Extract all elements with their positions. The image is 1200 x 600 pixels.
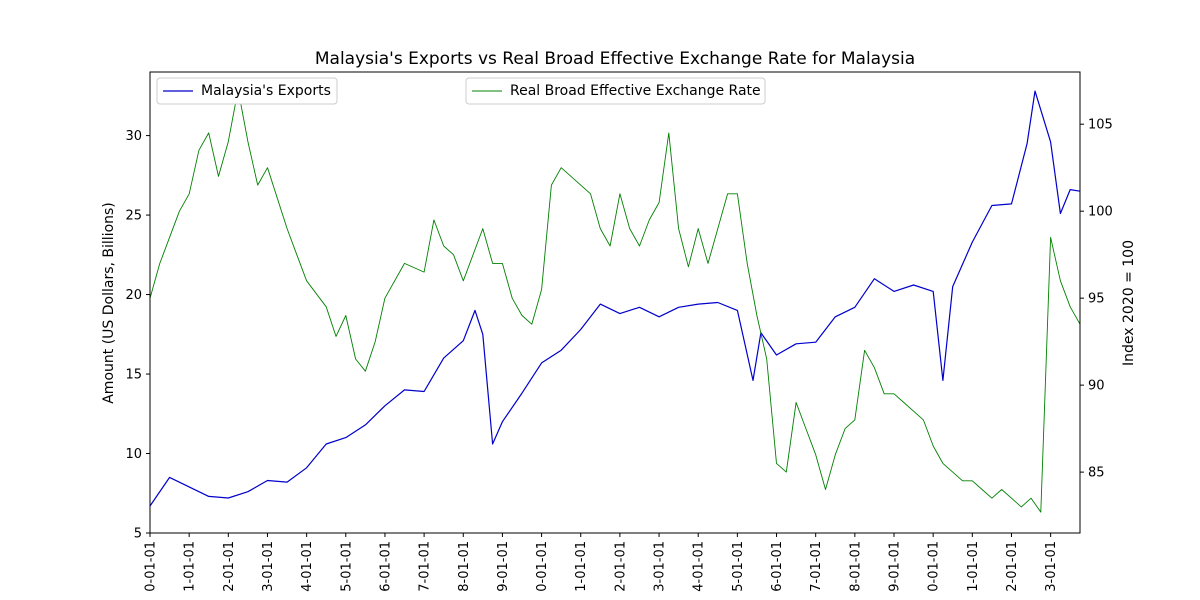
marks-layer	[149, 88, 1081, 513]
x-tick-label: 2-01-01	[222, 541, 237, 592]
chart-title: Malaysia's Exports vs Real Broad Effecti…	[315, 49, 915, 69]
x-tick-label: 0-01-01	[535, 541, 550, 592]
y2-tick-label: 85	[1088, 466, 1105, 481]
legend-right-label: Real Broad Effective Exchange Rate	[510, 83, 761, 99]
legend-left: Malaysia's Exports	[156, 77, 338, 105]
y2-tick-label: 90	[1088, 379, 1105, 394]
legend-right-box	[465, 77, 766, 105]
x-tick-label: 4-01-01	[300, 541, 315, 592]
x-tick-label: 7-01-01	[418, 541, 433, 592]
y-tick-label: 5	[134, 527, 142, 542]
y2-tick-label: 105	[1088, 118, 1113, 133]
x-tick-label: 9-01-01	[888, 541, 903, 592]
x-tick-label: 6-01-01	[770, 541, 785, 592]
x-tick-label: 3-01-01	[261, 541, 276, 592]
plot-frame	[149, 71, 1081, 534]
x-tick-label: 0-01-01	[144, 541, 159, 592]
x-tick-label: 7-01-01	[809, 541, 824, 592]
y-tick-label: 15	[125, 368, 142, 383]
x-tick-label: 6-01-01	[378, 541, 393, 592]
x-tick-label: 9-01-01	[496, 541, 511, 592]
legend-right: Real Broad Effective Exchange Rate	[465, 77, 766, 105]
x-tick-label: 5-01-01	[731, 541, 746, 592]
x-tick-label: 5-01-01	[339, 541, 354, 592]
x-tick-label: 8-01-01	[457, 541, 472, 592]
x-tick-label: 2-01-01	[613, 541, 628, 592]
y2-tick-label: 100	[1088, 205, 1113, 220]
x-tick-label: 8-01-01	[848, 541, 863, 592]
x-tick-label: 1-01-01	[183, 541, 198, 592]
y-axis-title: Amount (US Dollars, Billions)	[101, 202, 117, 404]
x-tick-label: 3-01-01	[653, 541, 668, 592]
legend-left-box	[156, 77, 338, 105]
legend-left-label: Malaysia's Exports	[201, 83, 331, 99]
x-tick-label: 3-01-01	[1044, 541, 1059, 592]
y2-axis-title: Index 2020 = 100	[1121, 240, 1137, 366]
y2-tick-label: 95	[1088, 292, 1105, 307]
series-line-reer	[149, 88, 1081, 513]
y-tick-label: 10	[125, 447, 142, 462]
series-line-exports	[149, 90, 1081, 507]
x-tick-label: 0-01-01	[927, 541, 942, 592]
x-tick-label: 1-01-01	[574, 541, 589, 592]
y-tick-label: 30	[125, 129, 142, 144]
x-tick-label: 1-01-01	[966, 541, 981, 592]
x-tick-label: 4-01-01	[692, 541, 707, 592]
x-tick-label: 2-01-01	[1005, 541, 1020, 592]
y-tick-label: 20	[125, 288, 142, 303]
axes-layer: 5 10 15 20 25 30 85 90 95 100 105 0-01-01 1-01-01 2-0…	[125, 118, 1112, 592]
y-tick-label: 25	[125, 209, 142, 224]
